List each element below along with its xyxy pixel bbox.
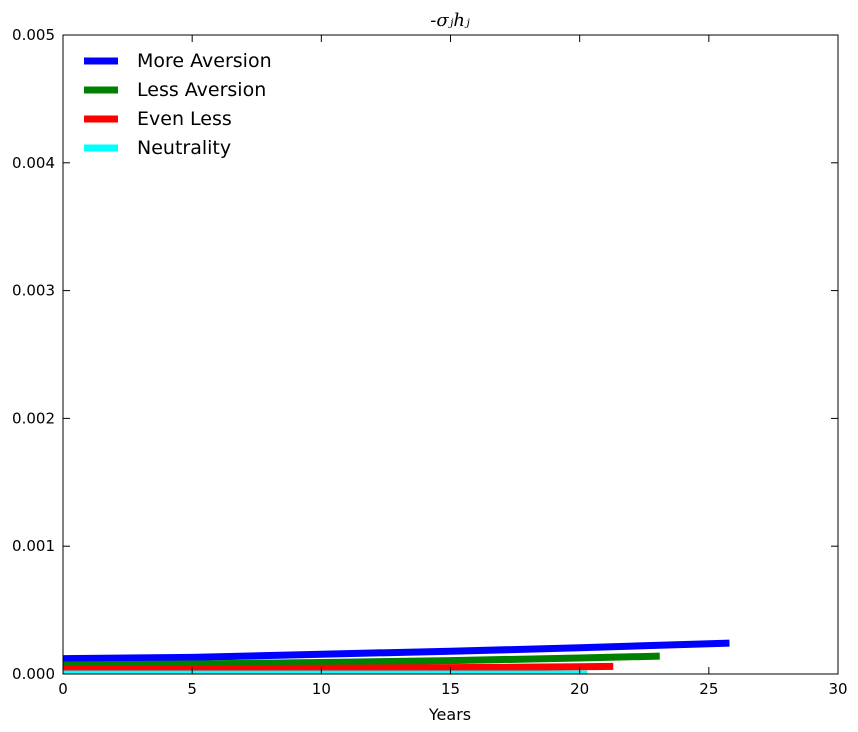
series-layer: [63, 639, 730, 674]
x-tick-label: 30: [828, 680, 847, 698]
legend-label: Even Less: [137, 108, 232, 130]
x-tick-label: 25: [699, 680, 718, 698]
chart-title: -σⱼhⱼ: [430, 10, 470, 31]
y-tick-label: 0.003: [12, 282, 55, 300]
axes-layer: 0 5 10 15 20 25 30 0.000 0.001 0.002 0.003 0.004 0.0…: [12, 26, 848, 698]
x-tick-label: 20: [570, 680, 589, 698]
x-tick-label: 10: [312, 680, 331, 698]
x-axis-label: Years: [428, 705, 471, 724]
y-tick-label: 0.000: [12, 665, 55, 683]
series-line-less-aversion: [63, 652, 660, 669]
y-tick-label: 0.002: [12, 409, 55, 427]
legend: More Aversion Less Aversion Even Less Neutr…: [84, 50, 272, 159]
series-line-even-less: [63, 662, 614, 673]
y-tick-label: 0.001: [12, 537, 55, 555]
x-tick-label: 5: [187, 680, 197, 698]
plot-background: [63, 35, 838, 674]
y-tick-label: 0.005: [12, 26, 55, 44]
y-tick-label: 0.004: [12, 154, 55, 172]
plot-area: [63, 35, 838, 674]
legend-label: Less Aversion: [137, 79, 266, 101]
legend-label: Neutrality: [137, 137, 231, 159]
x-tick-label: 0: [58, 680, 68, 698]
x-tick-label: 15: [441, 680, 460, 698]
legend-label: More Aversion: [137, 50, 272, 72]
series-line-more-aversion: [63, 639, 730, 663]
